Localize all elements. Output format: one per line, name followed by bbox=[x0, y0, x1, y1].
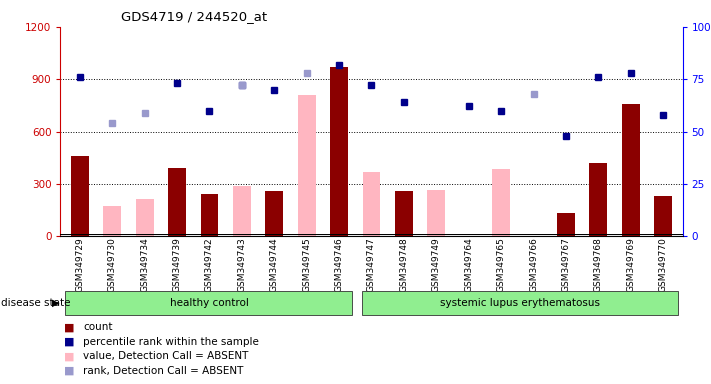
Bar bbox=[363, 172, 380, 236]
Text: GSM349748: GSM349748 bbox=[400, 237, 408, 292]
Text: GSM349765: GSM349765 bbox=[496, 237, 506, 292]
Text: ■: ■ bbox=[64, 366, 75, 376]
FancyBboxPatch shape bbox=[362, 291, 678, 315]
Text: ■: ■ bbox=[64, 351, 75, 361]
Bar bbox=[427, 190, 445, 236]
Text: GSM349746: GSM349746 bbox=[335, 237, 343, 292]
Text: value, Detection Call = ABSENT: value, Detection Call = ABSENT bbox=[83, 351, 249, 361]
Text: healthy control: healthy control bbox=[170, 298, 249, 308]
Text: ■: ■ bbox=[64, 337, 75, 347]
Bar bbox=[169, 168, 186, 236]
Bar bbox=[589, 163, 607, 236]
Text: disease state: disease state bbox=[1, 298, 70, 308]
Bar bbox=[233, 185, 251, 236]
Text: GSM349730: GSM349730 bbox=[108, 237, 117, 292]
Text: GSM349747: GSM349747 bbox=[367, 237, 376, 292]
Text: GSM349767: GSM349767 bbox=[562, 237, 570, 292]
FancyBboxPatch shape bbox=[65, 291, 352, 315]
Text: rank, Detection Call = ABSENT: rank, Detection Call = ABSENT bbox=[83, 366, 244, 376]
Text: GSM349749: GSM349749 bbox=[432, 237, 441, 292]
Text: ■: ■ bbox=[64, 322, 75, 332]
Bar bbox=[330, 67, 348, 236]
Text: systemic lupus erythematosus: systemic lupus erythematosus bbox=[439, 298, 600, 308]
Bar bbox=[265, 191, 283, 236]
Bar bbox=[557, 214, 574, 236]
Text: GSM349770: GSM349770 bbox=[658, 237, 668, 292]
Text: percentile rank within the sample: percentile rank within the sample bbox=[83, 337, 259, 347]
Text: GDS4719 / 244520_at: GDS4719 / 244520_at bbox=[121, 10, 267, 23]
Bar bbox=[71, 156, 89, 236]
Text: GSM349729: GSM349729 bbox=[75, 237, 85, 292]
Bar bbox=[622, 104, 640, 236]
Text: GSM349739: GSM349739 bbox=[173, 237, 181, 292]
Text: GSM349743: GSM349743 bbox=[237, 237, 247, 292]
Text: GSM349769: GSM349769 bbox=[626, 237, 635, 292]
Text: count: count bbox=[83, 322, 112, 332]
Bar bbox=[103, 206, 121, 236]
Text: GSM349734: GSM349734 bbox=[140, 237, 149, 292]
Bar bbox=[136, 199, 154, 236]
Bar bbox=[492, 169, 510, 236]
Text: GSM349744: GSM349744 bbox=[269, 237, 279, 292]
Text: GSM349768: GSM349768 bbox=[594, 237, 603, 292]
Bar bbox=[654, 196, 672, 236]
Text: GSM349742: GSM349742 bbox=[205, 237, 214, 292]
Bar bbox=[201, 194, 218, 236]
Text: GSM349764: GSM349764 bbox=[464, 237, 474, 292]
Text: ▶: ▶ bbox=[52, 298, 60, 308]
Bar bbox=[298, 95, 316, 236]
Text: GSM349766: GSM349766 bbox=[529, 237, 538, 292]
Text: GSM349745: GSM349745 bbox=[302, 237, 311, 292]
Bar bbox=[395, 191, 413, 236]
